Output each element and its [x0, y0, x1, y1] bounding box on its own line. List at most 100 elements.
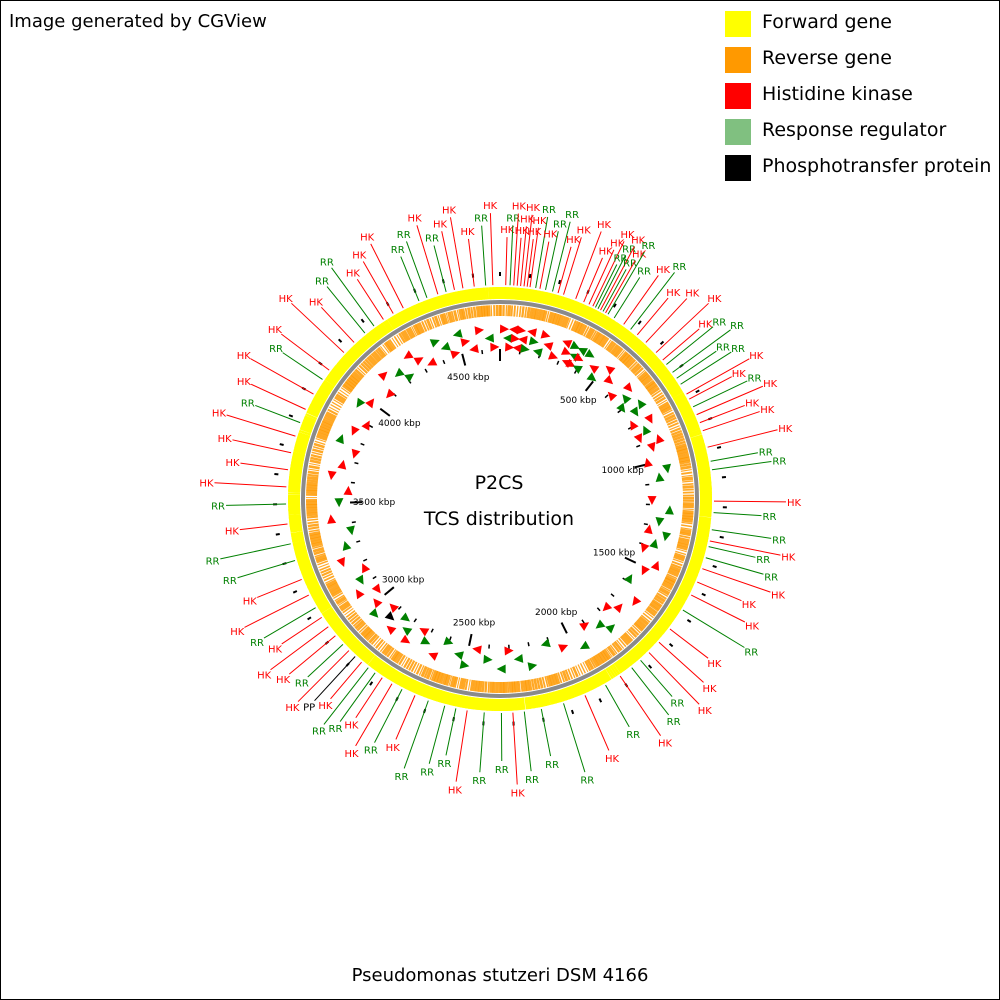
reverse-gene-mark: [490, 305, 493, 317]
forward-gene-mark: [692, 547, 706, 557]
feature-marker-hk: [377, 371, 388, 381]
feature-label-rr: RR: [667, 717, 681, 728]
feature-label-rr: RR: [495, 765, 509, 776]
feature-marker-hk: [603, 374, 614, 385]
reverse-gene-mark: [347, 611, 358, 621]
forward-gene-mark: [688, 427, 701, 434]
forward-gene-mark: [524, 697, 528, 710]
forward-gene-mark: [585, 307, 597, 322]
reverse-gene-mark: [484, 681, 488, 693]
feature-marker-hk: [540, 329, 551, 339]
forward-gene-mark: [288, 511, 301, 515]
reverse-gene-mark: [661, 582, 673, 591]
feature-label-hk: HK: [778, 424, 793, 435]
feature-label-hk: HK: [199, 478, 214, 489]
reverse-gene-mark: [421, 320, 428, 332]
feature-marker-hk: [460, 338, 471, 348]
ruler-minor-tick: [617, 409, 622, 414]
feature-callout-line: [513, 213, 519, 286]
forward-gene-mark: [402, 309, 411, 322]
reverse-gene-mark: [306, 481, 318, 486]
reverse-gene-mark: [660, 585, 671, 593]
forward-gene-mark: [301, 568, 315, 579]
feature-marker-hk: [607, 391, 618, 402]
reverse-gene-mark: [577, 664, 584, 675]
forward-gene-mark: [392, 671, 402, 684]
reverse-gene-mark: [307, 520, 319, 525]
ruler-label: 3000 kbp: [382, 576, 425, 586]
feature-label-rr: RR: [716, 343, 730, 354]
feature-label-hk: HK: [763, 379, 778, 390]
reverse-gene-mark: [651, 599, 663, 608]
forward-gene-mark: [483, 287, 487, 300]
feature-marker-hk: [656, 434, 665, 445]
forward-gene-mark: [673, 596, 686, 605]
feature-label-rr: RR: [613, 253, 627, 264]
outer-tick: [360, 318, 365, 323]
feature-label-hk: HK: [610, 239, 625, 250]
reverse-gene-mark: [331, 401, 342, 409]
forward-gene-mark: [619, 328, 631, 342]
reverse-gene-mark: [640, 614, 651, 623]
reverse-gene-mark: [517, 680, 521, 693]
feature-marker-hk: [343, 485, 353, 496]
feature-label-rr: RR: [772, 456, 786, 467]
feature-label-rr: RR: [320, 257, 334, 268]
feature-label-rr: RR: [623, 258, 637, 269]
feature-marker-hk: [613, 603, 623, 614]
reverse-gene-mark: [562, 316, 570, 329]
reverse-gene-mark: [544, 676, 549, 688]
feature-label-rr: RR: [315, 276, 329, 287]
reverse-gene-mark: [612, 345, 622, 357]
forward-gene-mark: [367, 655, 381, 669]
forward-gene-mark: [629, 337, 640, 349]
feature-marker-hk: [558, 644, 569, 653]
reverse-gene-mark: [333, 399, 344, 406]
reverse-gene-mark: [342, 605, 353, 614]
reverse-gene-mark: [681, 517, 693, 523]
forward-gene-mark: [697, 523, 711, 533]
legend-label-forward-gene: Forward gene: [762, 11, 892, 33]
reverse-gene-mark: [433, 315, 441, 327]
forward-gene-mark: [293, 545, 308, 555]
forward-gene-mark: [292, 540, 305, 546]
ruler-major-tick: [461, 353, 467, 366]
forward-gene-mark: [537, 694, 545, 708]
reverse-gene-mark: [375, 349, 384, 359]
feature-label-hk: HK: [483, 201, 498, 212]
legend-swatch-reverse-gene: [725, 47, 751, 73]
reverse-gene-mark: [338, 600, 350, 610]
forward-gene-mark: [319, 382, 333, 394]
feature-marker-hk: [562, 340, 573, 349]
reverse-gene-mark: [307, 518, 319, 522]
feature-callout-line: [441, 231, 455, 291]
reverse-gene-mark: [663, 577, 676, 586]
feature-label-hk: HK: [442, 205, 457, 216]
forward-gene-mark: [298, 429, 312, 436]
reverse-gene-mark: [408, 660, 416, 671]
forward-gene-mark: [547, 692, 554, 705]
feature-callout-line: [702, 411, 760, 432]
forward-gene-mark: [659, 370, 671, 381]
reverse-gene-mark: [613, 640, 623, 652]
reverse-gene-mark: [545, 311, 550, 323]
outer-tick: [613, 303, 617, 308]
forward-gene-mark: [638, 639, 651, 652]
ruler-minor-tick: [351, 521, 356, 524]
reverse-gene-mark: [679, 459, 691, 465]
forward-gene-mark: [623, 652, 637, 666]
feature-label-rr: RR: [206, 557, 220, 568]
feature-callout-line: [535, 216, 549, 289]
feature-callout-line: [666, 326, 714, 365]
forward-gene-mark: [548, 691, 557, 705]
forward-gene-mark: [660, 372, 673, 383]
feature-callout-line: [540, 708, 552, 757]
reverse-gene-mark: [316, 434, 328, 441]
reverse-gene-mark: [670, 429, 683, 436]
reverse-gene-mark: [316, 557, 328, 564]
forward-gene-mark: [672, 392, 687, 405]
reverse-gene-mark: [590, 656, 600, 668]
reverse-gene-mark: [321, 421, 333, 429]
feature-label-hk: HK: [408, 214, 423, 225]
forward-gene-mark: [451, 291, 460, 305]
